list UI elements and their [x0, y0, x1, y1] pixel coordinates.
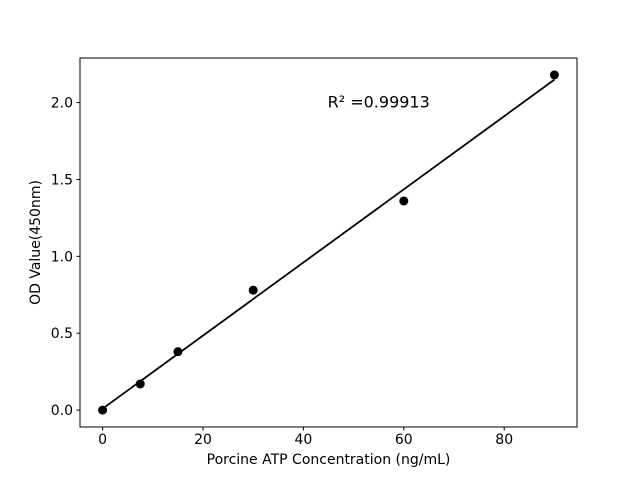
- plot-area: 0 20 40 60 80 0.0 0.5 1.0 1.5 2.0: [51, 57, 578, 448]
- x-tick-label: 0: [98, 432, 107, 448]
- data-point: [248, 285, 258, 295]
- data-point: [399, 196, 409, 206]
- data-point: [549, 70, 559, 80]
- x-tick-label: 60: [395, 432, 413, 448]
- y-tick-label: 0.0: [51, 403, 73, 419]
- x-tick-label: 20: [194, 432, 212, 448]
- x-axis-label: Porcine ATP Concentration (ng/mL): [207, 452, 451, 468]
- y-tick-label: 2.0: [51, 96, 73, 112]
- data-point: [135, 379, 145, 389]
- fit-line: [102, 78, 555, 410]
- y-axis-label: OD Value(450nm): [28, 180, 44, 305]
- y-tick-label: 1.0: [51, 249, 73, 265]
- r-squared-annotation: R² =0.99913: [328, 93, 430, 112]
- data-point: [173, 347, 183, 357]
- y-tick-label: 1.5: [51, 172, 73, 188]
- x-tick-label: 40: [294, 432, 312, 448]
- axes-box: [79, 57, 578, 428]
- x-tick-label: 80: [495, 432, 513, 448]
- y-tick-label: 0.5: [51, 326, 73, 342]
- data-point: [98, 405, 108, 415]
